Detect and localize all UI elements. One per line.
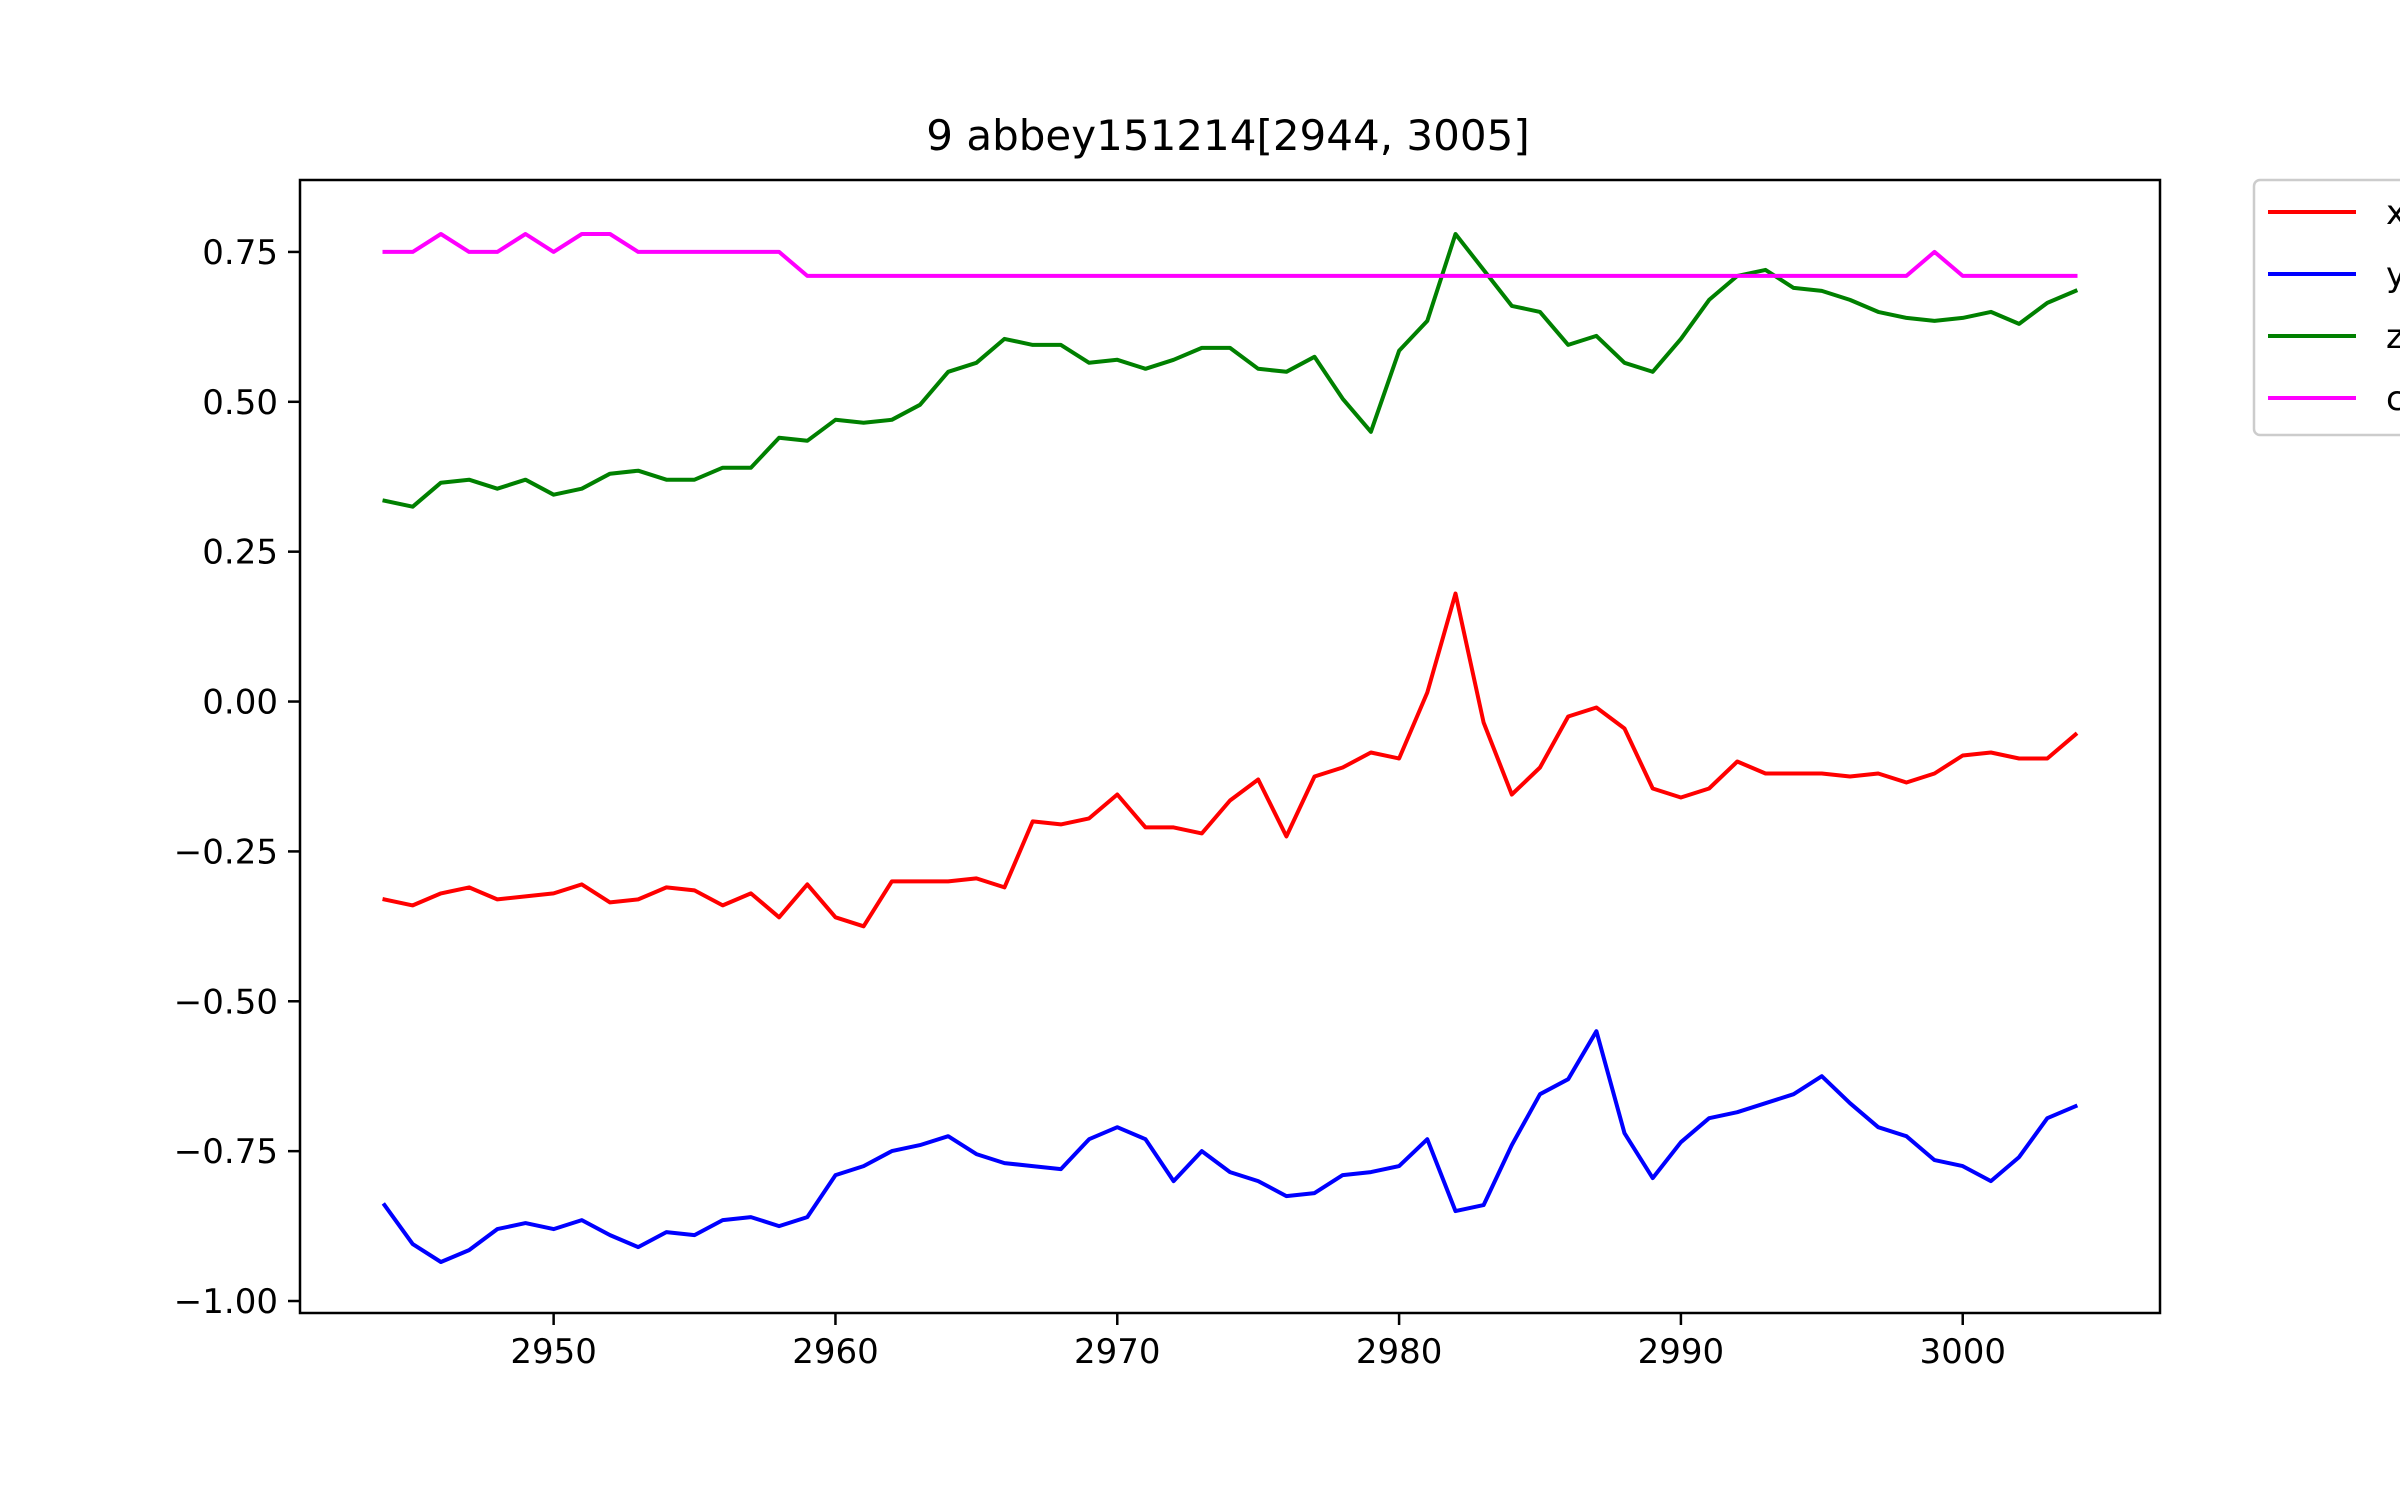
x-axis: 2950 2960 2970 2980 2990 3000 [510,1313,2006,1372]
series-line-x [382,591,2079,929]
x-tick-label: 3000 [1919,1332,2006,1372]
y-tick-label: 0.75 [202,233,278,273]
x-tick-label: 2950 [510,1332,597,1372]
y-tick-label: −0.50 [174,982,278,1022]
chart-title: 9 abbey151214[2944, 3005] [926,111,1529,160]
y-tick-label: 0.50 [202,383,278,423]
series-line-c [382,232,2078,278]
series-line-y [381,1029,2079,1264]
y-tick-label: 0.00 [202,683,278,723]
x-tick-label: 2960 [792,1332,879,1372]
y-tick-label: 0.25 [202,533,278,573]
series-line-z [382,232,2079,509]
legend-label-x: x [2386,193,2400,233]
x-tick-label: 2980 [1356,1332,1443,1372]
legend-frame [2252,178,2400,437]
y-tick-label: −0.75 [174,1132,278,1172]
series-layer [381,232,2079,1264]
y-tick-label: −0.25 [174,832,278,872]
legend-label-c: c [2386,379,2400,419]
y-axis: 0.75 0.50 0.25 0.00 −0.25 −0.50 −0.75 −1.00 [174,233,300,1322]
plot-area-frame [298,178,2162,1315]
legend-label-y: y [2386,255,2400,295]
x-tick-label: 2990 [1638,1332,1725,1372]
legend-label-z: z [2386,317,2400,357]
x-tick-label: 2970 [1074,1332,1161,1372]
y-tick-label: −1.00 [174,1282,278,1322]
